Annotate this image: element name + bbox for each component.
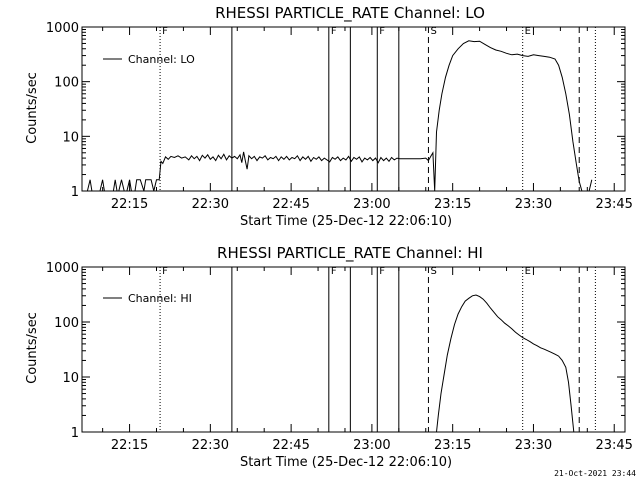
x-tick-label: 23:45 — [595, 197, 632, 212]
event-marker-label: F — [331, 266, 337, 277]
event-marker-label: S — [430, 26, 436, 37]
event-marker-label: F — [162, 266, 168, 277]
plot-frame — [81, 266, 626, 433]
y-axis-label: Counts/sec — [25, 72, 40, 144]
x-tick-label: 23:15 — [434, 438, 471, 453]
y-axis-label: Counts/sec — [25, 312, 40, 384]
x-tick-label: 22:30 — [192, 197, 229, 212]
panel-title: RHESSI PARTICLE_RATE Channel: LO — [215, 4, 485, 23]
y-tick-label: 1000 — [46, 261, 79, 276]
plot-frame — [81, 26, 626, 192]
x-tick-label: 22:15 — [111, 197, 148, 212]
event-marker-label: S — [430, 266, 436, 277]
x-tick-label: 23:30 — [515, 438, 552, 453]
event-marker-label: E — [525, 26, 531, 37]
y-tick-label: 1000 — [46, 21, 79, 36]
series-line — [436, 294, 575, 433]
y-tick-label: 100 — [54, 76, 79, 91]
y-tick-label: 100 — [54, 316, 79, 331]
panel-lo: RHESSI PARTICLE_RATE Channel: LO Counts/… — [25, 4, 633, 229]
legend-label: Channel: LO — [128, 53, 195, 66]
event-marker-label: F — [379, 266, 385, 277]
x-tick-label: 22:45 — [272, 197, 309, 212]
y-tick-label: 10 — [62, 130, 79, 145]
event-marker-label: E — [525, 266, 531, 277]
x-axis-label: Start Time (25-Dec-12 22:06:10) — [240, 214, 452, 229]
x-tick-label: 23:00 — [353, 197, 390, 212]
event-marker-label: F — [379, 26, 385, 37]
panel-hi: RHESSI PARTICLE_RATE Channel: HI Counts/… — [25, 244, 633, 470]
event-marker-label: F — [162, 26, 168, 37]
x-tick-label: 22:30 — [192, 438, 229, 453]
y-tick-label: 1 — [71, 185, 79, 200]
footer-timestamp: 21-Oct-2021 23:44 — [554, 469, 636, 478]
y-tick-label: 10 — [62, 371, 79, 386]
series-line — [82, 40, 593, 192]
x-tick-label: 23:30 — [515, 197, 552, 212]
legend-label: Channel: HI — [128, 292, 192, 305]
event-marker-label: F — [331, 26, 337, 37]
x-tick-label: 23:15 — [434, 197, 471, 212]
x-tick-label: 23:45 — [595, 438, 632, 453]
x-tick-label: 22:15 — [111, 438, 148, 453]
x-axis-label: Start Time (25-Dec-12 22:06:10) — [240, 455, 452, 470]
x-tick-label: 22:45 — [272, 438, 309, 453]
panel-title: RHESSI PARTICLE_RATE Channel: HI — [217, 244, 483, 263]
y-tick-label: 1 — [71, 426, 79, 441]
x-tick-label: 23:00 — [353, 438, 390, 453]
